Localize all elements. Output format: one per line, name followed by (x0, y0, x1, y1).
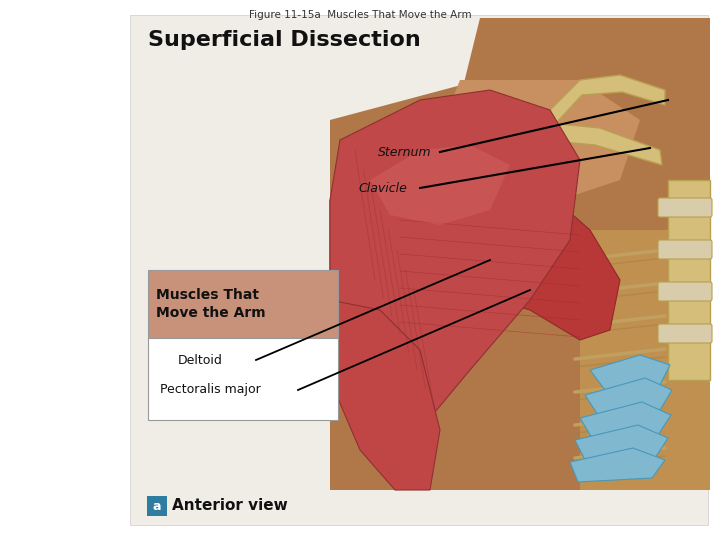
Polygon shape (440, 18, 710, 300)
Text: Muscles That
Move the Arm: Muscles That Move the Arm (156, 288, 266, 320)
FancyBboxPatch shape (658, 282, 712, 301)
Polygon shape (575, 425, 668, 460)
Text: Deltoid: Deltoid (178, 354, 223, 367)
FancyBboxPatch shape (668, 180, 710, 380)
FancyBboxPatch shape (658, 324, 712, 343)
Polygon shape (590, 355, 670, 390)
Text: Pectoralis major: Pectoralis major (160, 383, 261, 396)
Polygon shape (540, 75, 665, 135)
Polygon shape (570, 448, 665, 482)
Polygon shape (585, 378, 672, 415)
Text: Clavicle: Clavicle (358, 181, 407, 194)
Polygon shape (330, 300, 440, 490)
Polygon shape (330, 90, 580, 430)
Text: Superficial Dissection: Superficial Dissection (148, 30, 420, 50)
FancyBboxPatch shape (148, 270, 338, 338)
FancyBboxPatch shape (658, 198, 712, 217)
FancyBboxPatch shape (658, 240, 712, 259)
Polygon shape (330, 170, 620, 340)
Text: Anterior view: Anterior view (172, 498, 288, 514)
FancyBboxPatch shape (130, 15, 708, 525)
Text: a: a (153, 500, 161, 512)
Polygon shape (480, 120, 662, 165)
Text: Sternum: Sternum (378, 145, 431, 159)
Polygon shape (580, 402, 671, 438)
Text: Figure 11-15a  Muscles That Move the Arm: Figure 11-15a Muscles That Move the Arm (248, 10, 472, 20)
Polygon shape (370, 145, 510, 225)
FancyBboxPatch shape (147, 496, 167, 516)
Polygon shape (440, 80, 640, 200)
FancyBboxPatch shape (148, 338, 338, 420)
Polygon shape (330, 80, 710, 490)
Polygon shape (580, 230, 710, 490)
